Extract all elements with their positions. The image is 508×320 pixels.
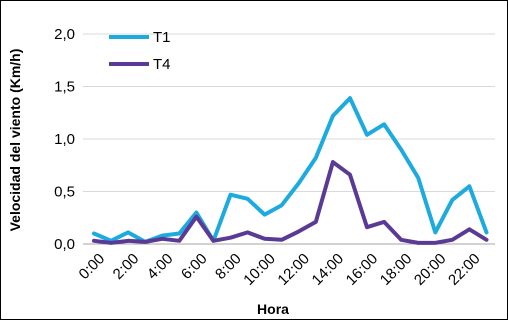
x-tick-label: 0:00 (76, 250, 109, 283)
x-tick-label: 6:00 (178, 250, 211, 283)
legend-label-t4: T4 (153, 56, 171, 73)
y-tick-label: 0,5 (54, 184, 75, 201)
legend-label-t1: T1 (153, 29, 171, 46)
series-line-t1 (92, 96, 489, 244)
y-tick-label: 1,5 (54, 79, 75, 96)
y-tick-label: 2,0 (54, 26, 75, 43)
x-tick-label: 20:00 (411, 250, 450, 289)
y-axis-title: Velocidad del viento (Km/h) (7, 49, 23, 232)
grid-layer (83, 33, 495, 192)
series-line-t4 (92, 160, 489, 245)
y-tick-label: 0,0 (54, 236, 75, 253)
x-axis-title: Hora (257, 301, 289, 317)
x-tick-label: 22:00 (445, 250, 484, 289)
series-layer (92, 96, 489, 245)
legend: T1 T4 (109, 29, 171, 73)
x-tick-label: 10:00 (240, 250, 279, 289)
x-tick-label: 4:00 (144, 250, 177, 283)
x-tick-label: 8:00 (212, 250, 245, 283)
x-tick-label: 2:00 (110, 250, 143, 283)
y-tick-label: 1,0 (54, 131, 75, 148)
x-tick-label: 14:00 (309, 250, 348, 289)
x-tick-label: 16:00 (343, 250, 382, 289)
axis-layer: 0,0 0,5 1,0 1,5 2,0 0:00 2:00 4:00 6:00 8:0010:00… (54, 26, 495, 289)
x-tick-label: 18:00 (377, 250, 416, 289)
x-tick-label: 12:00 (274, 250, 313, 289)
